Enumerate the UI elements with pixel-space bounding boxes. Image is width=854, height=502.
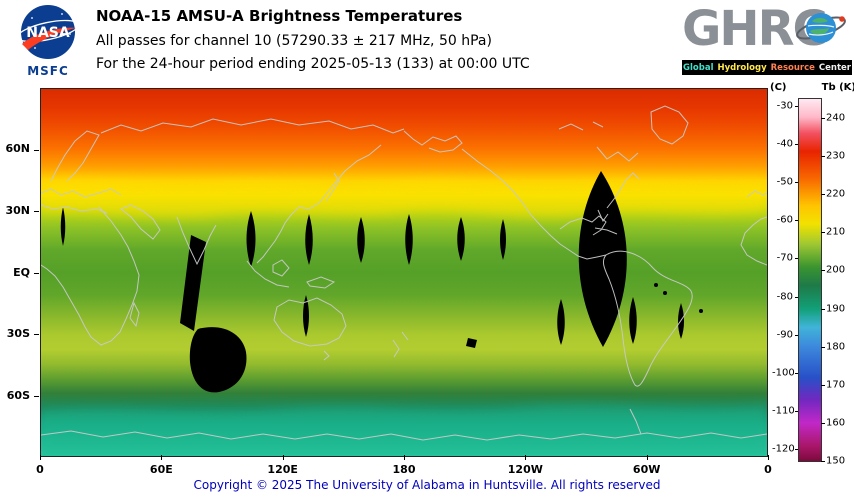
colorbar-kelvin-tickmark [821,194,825,196]
lon-label-0: 0 [36,463,44,476]
colorbar-celsius-tickmark [795,334,798,336]
colorbar-kelvin-tick-190: 190 [826,303,846,315]
lat-tick [34,395,39,397]
colorbar-celsius-tick--90: -90 [776,329,793,341]
lat-label-EQ: EQ [13,265,30,279]
lon-label-60W: 60W [632,463,661,476]
lat-label-30N: 30N [5,203,30,217]
lat-label-30S: 30S [6,326,30,340]
brightness-temperature-map [41,89,767,456]
colorbar-kelvin-tickmark [821,118,825,120]
ghrc-ring-dot-icon [839,16,845,22]
ghrc-tagline-word: Global [683,62,714,73]
temperature-field [41,89,767,456]
colorbar-celsius-label: (C) [770,82,787,93]
colorbar-kelvin-tick-240: 240 [826,112,846,124]
colorbar-kelvin-tick-150: 150 [826,455,846,467]
colorbar-celsius-tick--30: -30 [776,100,793,112]
lon-label-0: 0 [764,463,772,476]
colorbar-kelvin-tickmark [821,346,825,348]
ghrc-logo: GHRC Global Hydrology Resource Center [682,1,852,77]
colorbar-kelvin-tickmark [821,270,825,272]
colorbar-celsius-tickmark [795,144,798,146]
colorbar-kelvin-tick-230: 230 [826,150,846,162]
colorbar-kelvin-tickmark [821,461,825,462]
nasa-logo-text: NASA [26,25,70,41]
lon-tick [40,455,41,460]
lon-label-120W: 120W [507,463,543,476]
colorbar-celsius-tick--80: -80 [776,291,793,303]
map-frame [40,88,768,457]
lat-tick [34,149,39,151]
colorbar-celsius-tickmark [795,372,798,374]
colorbar-celsius-tickmark [795,296,798,298]
colorbar-celsius-tick--50: -50 [776,176,793,188]
colorbar-kelvin-tick-200: 200 [826,264,846,276]
colorbar-kelvin-tick-180: 180 [826,341,846,353]
teal-band-overlay [41,404,767,456]
colorbar-celsius-tick--40: -40 [776,138,793,150]
yellow-band-overlay [41,178,767,218]
lon-tick [282,455,284,460]
page-period: For the 24-hour period ending 2025-05-13… [96,56,530,72]
colorbar-celsius-tickmark [795,106,798,108]
longitude-axis: 0 60E 120E 180 120W 60W 0 [36,455,772,476]
colorbar-celsius-tick--110: -110 [772,405,795,417]
ghrc-tagline-word: Resource [770,62,815,73]
lon-tick [161,455,163,460]
ghrc-letters-icon: GHRC [682,1,846,57]
colorbar-bar [798,98,822,462]
colorbar-kelvin-tick-220: 220 [826,188,846,200]
coastlines [41,105,767,441]
colorbar-celsius-tickmark [795,220,798,222]
lat-tick [34,211,39,212]
page-subtitle: All passes for channel 10 (57290.33 ± 21… [96,33,492,49]
colorbar-celsius-tick--60: -60 [776,214,793,226]
latitude-axis: 60N 30N EQ 30S 60S [0,88,39,457]
colorbar-celsius-tickmark [795,258,798,260]
nasa-orbit-ellipse [16,19,80,43]
colorbar-kelvin-tick-170: 170 [826,379,846,391]
lon-tick [646,455,648,460]
colorbar-kelvin-tick-210: 210 [826,226,846,238]
colorbar-kelvin-tickmark [821,422,825,424]
lon-label-180: 180 [392,463,416,476]
colorbar-celsius-tickmark [795,182,798,184]
lat-label-60N: 60N [5,142,30,156]
lat-tick [34,334,39,335]
colorbar-ticks: 240 230 220 210 200 190 180 170 160 150 -30 -40 -50 -… [772,99,854,467]
colorbar-kelvin-tickmark [821,308,825,310]
nasa-red-swoosh [22,27,76,50]
lon-label-60E: 60E [149,463,173,476]
lon-tick [404,455,405,460]
nasa-logo-icon: NASA [10,3,86,65]
ghrc-globe-icon [806,13,836,43]
colorbar: (C) Tb (K) 240 230 220 210 200 190 180 170 160 15… [770,82,854,486]
colorbar-celsius-tick--120: -120 [772,443,795,455]
colorbar-kelvin-tickmark [821,156,825,158]
colorbar-celsius-tickmark [795,410,798,412]
ghrc-letters-text: GHRC [682,1,826,57]
colorbar-header: (C) Tb (K) [770,82,854,93]
lon-tick [525,455,527,460]
colorbar-kelvin-label: Tb (K) [821,82,854,93]
lat-label-60S: 60S [6,388,30,402]
colorbar-kelvin-tickmark [821,384,825,386]
ghrc-tagline: Global Hydrology Resource Center [682,60,852,75]
ghrc-tagline-word: Center [818,62,851,73]
title-block: NOAA-15 AMSU-A Brightness Temperatures A… [96,7,530,79]
colorbar-kelvin-tickmark [821,232,825,234]
msfc-label: MSFC [27,64,69,78]
colorbar-celsius-tick--70: -70 [776,252,793,264]
colorbar-kelvin-tick-160: 160 [826,417,846,429]
lat-tick [34,272,39,274]
colorbar-celsius-tickmark [795,448,798,450]
ghrc-tagline-word: Hydrology [717,62,767,73]
copyright-line: Copyright © 2025 The University of Alaba… [193,478,661,492]
lon-label-120E: 120E [267,463,298,476]
lon-tick [768,455,769,460]
page-title: NOAA-15 AMSU-A Brightness Temperatures [96,7,463,25]
colorbar-celsius-tick--100: -100 [772,367,795,379]
